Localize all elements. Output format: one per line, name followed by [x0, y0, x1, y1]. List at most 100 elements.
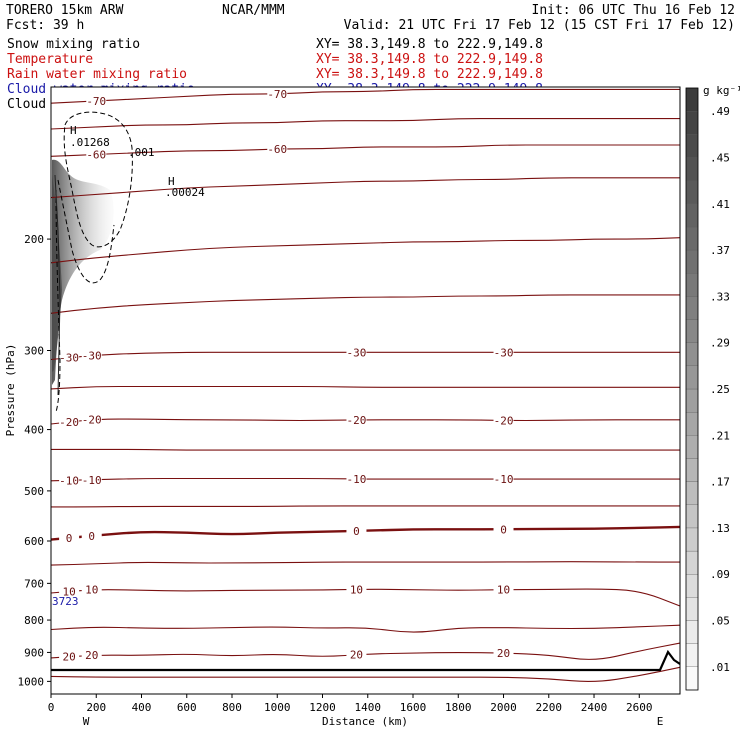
y-axis-label: Pressure (hPa): [4, 344, 17, 437]
isotherm-label: -30: [82, 349, 102, 362]
west-label: W: [83, 715, 90, 728]
field-xy: XY= 38.3,149.8 to 222.9,149.8: [316, 67, 543, 82]
isotherm-label: 10: [62, 585, 75, 598]
isotherm-line: [50, 177, 680, 199]
colorbar-segment: [685, 435, 699, 459]
colorbar-segment: [685, 87, 699, 112]
colorbar-label: .13: [710, 522, 730, 535]
colorbar-label: .29: [710, 337, 730, 350]
colorbar-segment: [685, 296, 699, 320]
x-axis-label: Distance (km): [322, 715, 408, 728]
colorbar-label: .17: [710, 476, 730, 489]
isotherm-label: 20: [350, 649, 363, 662]
isotherm-line: [50, 418, 680, 425]
isotherm-line: [50, 118, 680, 130]
y-tick-label: 900: [24, 646, 44, 659]
isotherm-label: 20: [62, 651, 75, 664]
isotherm-label: -30: [347, 346, 367, 359]
isotherm-label: -10: [347, 473, 367, 486]
colorbar-label: .01: [710, 661, 730, 674]
isotherm-line: [50, 505, 680, 508]
isotherm-label: -30: [494, 346, 514, 359]
snow-region: [52, 159, 114, 385]
valid-time: Valid: 21 UTC Fri 17 Feb 12 (15 CST Fri …: [344, 18, 735, 33]
snow-max-value: .00024: [165, 186, 205, 199]
y-tick-label: 400: [24, 424, 44, 437]
isotherm-label-bg: [81, 349, 102, 361]
isotherm-label: 10: [85, 584, 98, 597]
cloud-contour-label: .001: [128, 146, 155, 159]
isotherm-label-bg: [346, 648, 367, 660]
field-xy: XY= 38.3,149.8 to 222.9,149.8: [316, 37, 543, 52]
field-name: Rain water mixing ratio: [7, 67, 187, 82]
field-name: Snow mixing ratio: [7, 37, 140, 52]
isotherm-label: -10: [82, 474, 102, 487]
terrain-surface: [51, 649, 681, 672]
isotherm-line: [50, 237, 681, 264]
x-tick-label: 800: [222, 701, 242, 714]
isotherm-label: 20: [85, 649, 98, 662]
colorbar-segment: [685, 203, 699, 228]
field-name: Temperature: [7, 52, 93, 67]
snow-contour-inner: [54, 174, 61, 396]
colorbar-segment: [685, 388, 699, 413]
isotherm-label: 0: [88, 530, 95, 543]
isotherm-label: -20: [82, 414, 102, 427]
x-tick-label: 400: [132, 701, 152, 714]
colorbar-label: .41: [710, 198, 730, 211]
colorbar-segment: [685, 273, 699, 297]
colorbar: .01 .05 .09 .13 .17 .21 .25 .29 .33 .37 .41 .45 .49 g…: [685, 84, 740, 691]
colorbar-segment: [685, 365, 699, 390]
colorbar-label: .49: [710, 105, 730, 118]
isotherm-label: 0: [500, 523, 507, 536]
isotherm-label-bg: [86, 94, 107, 106]
x-tick-label: 2200: [536, 701, 563, 714]
axes: 0 200 400 600 800 1000 1200 1400 1600 1800 2000 220…: [4, 233, 663, 728]
colorbar-label: .09: [710, 568, 730, 581]
colorbar-segment: [685, 666, 699, 691]
isotherm-label-bg: [346, 472, 367, 484]
isotherm-label: -60: [86, 148, 106, 161]
terrain-line: [51, 649, 681, 672]
isotherm-label: -60: [267, 143, 287, 156]
colorbar-segment: [685, 180, 699, 204]
colorbar-segment: [685, 481, 699, 505]
colorbar-segment: [685, 574, 699, 598]
x-tick-label: 0: [48, 701, 55, 714]
y-tick-label: 300: [24, 345, 44, 358]
isotherm-line: [50, 525, 681, 541]
cloud-water-label: 3723: [52, 595, 79, 608]
y-tick-label: 700: [24, 577, 44, 590]
isotherm-label-bg: [81, 413, 102, 425]
isotherm-line: [50, 588, 681, 607]
org-title: NCAR/MMM: [222, 3, 285, 18]
east-label: E: [657, 715, 664, 728]
isotherm-label: -10: [59, 474, 79, 487]
isotherm-label: 20: [497, 647, 510, 660]
colorbar-segment: [685, 620, 699, 644]
isotherm-label: -70: [86, 95, 106, 108]
colorbar-segment: [685, 111, 699, 135]
x-tick-label: 1200: [309, 701, 336, 714]
isotherm-label-bg: [267, 142, 288, 154]
isotherm-label-bg: [81, 529, 102, 541]
isotherm-label: -30: [59, 352, 79, 365]
isotherm-label-bg: [267, 88, 288, 100]
isotherm-label-bg: [493, 647, 514, 659]
isotherm-label-bg: [59, 531, 80, 543]
cloud-ice-contour: [63, 111, 133, 248]
isotherm-label-bg: [493, 473, 514, 485]
colorbar-label: .25: [710, 383, 730, 396]
isotherm-line: [50, 294, 680, 314]
x-tick-label: 1400: [355, 701, 382, 714]
isotherm-label-bg: [81, 649, 102, 661]
colorbar-segment: [685, 527, 699, 552]
x-tick-label: 1800: [445, 701, 472, 714]
colorbar-label: .37: [710, 244, 730, 257]
y-tick-label: 1000: [18, 675, 45, 688]
colorbar-segment: [685, 550, 699, 575]
colorbar-segment: [685, 319, 699, 343]
colorbar-label: .45: [710, 151, 730, 164]
isotherm-label: -70: [267, 88, 287, 101]
